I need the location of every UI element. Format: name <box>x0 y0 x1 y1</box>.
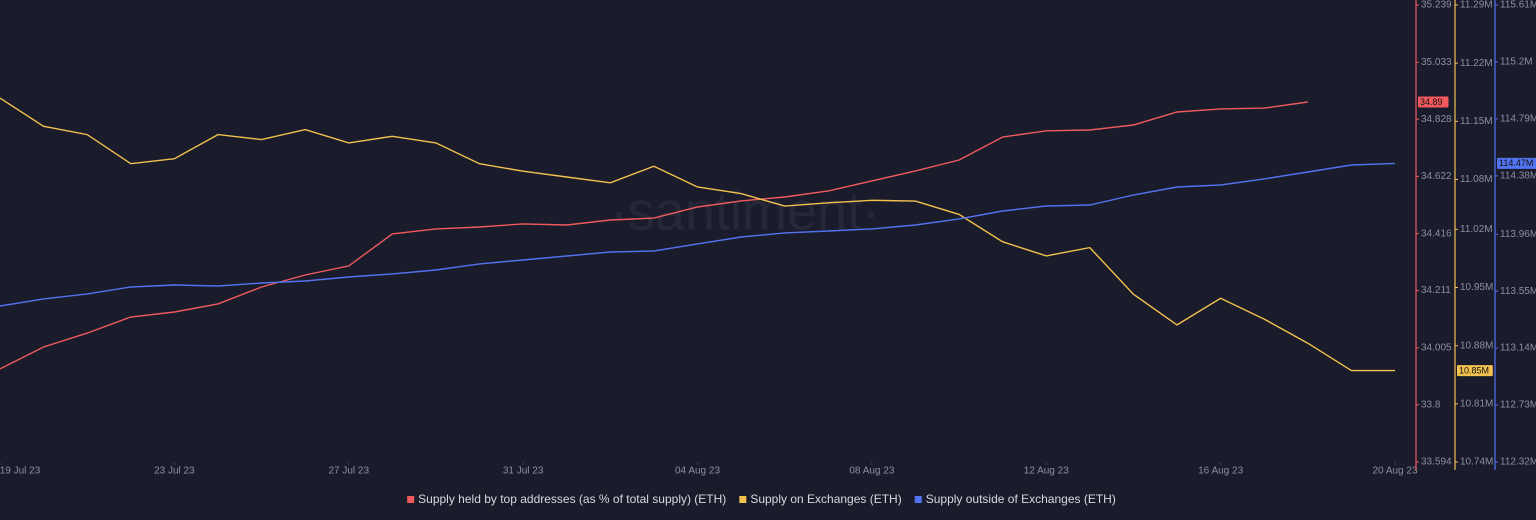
value-badge <box>1497 157 1536 169</box>
y-tick-label: 113.55M <box>1500 286 1536 297</box>
series-line <box>0 162 1396 307</box>
y-tick-label: 34.622 <box>1421 171 1452 182</box>
series-line <box>0 97 1395 372</box>
value-label: 34.89 <box>1420 97 1443 107</box>
y-tick-label: 113.14M <box>1500 343 1536 354</box>
value-label: 114.47M <box>1499 158 1533 168</box>
y-tick-label: 35.239 <box>1421 0 1452 11</box>
x-tick-label: 23 Jul 23 <box>154 466 195 477</box>
y-tick-label: 34.416 <box>1421 228 1452 239</box>
x-tick-label: 27 Jul 23 <box>328 466 369 477</box>
y-tick-label: 112.73M <box>1500 400 1536 411</box>
legend-label: Supply outside of Exchanges (ETH) <box>926 492 1116 506</box>
x-tick-label: 16 Aug 23 <box>1198 466 1243 477</box>
y-tick-label: 113.96M <box>1500 229 1536 240</box>
legend-swatch <box>914 496 922 503</box>
legend-label: Supply held by top addresses (as % of to… <box>418 492 726 506</box>
value-badge <box>1418 96 1449 108</box>
legend-label: Supply on Exchanges (ETH) <box>750 492 901 506</box>
y-tick-label: 112.32M <box>1500 457 1536 468</box>
x-tick-label: 19 Jul 23 <box>0 466 41 477</box>
y-tick-label: 34.005 <box>1421 342 1452 353</box>
y-tick-label: 34.828 <box>1421 114 1452 125</box>
y-tick-label: 11.08M <box>1460 174 1493 185</box>
y-tick-label: 10.95M <box>1460 282 1493 293</box>
y-tick-label: 33.594 <box>1421 457 1452 468</box>
y-tick-label: 115.2M <box>1500 57 1533 68</box>
x-tick-label: 31 Jul 23 <box>503 466 544 477</box>
y-tick-label: 35.033 <box>1421 57 1452 68</box>
y-tick-label: 33.8 <box>1421 399 1441 410</box>
watermark: ·santiment· <box>610 181 880 241</box>
y-tick-label: 11.29M <box>1460 0 1493 11</box>
y-tick-label: 11.15M <box>1460 116 1493 127</box>
y-tick-label: 115.61M <box>1500 0 1536 11</box>
x-tick-label: 12 Aug 23 <box>1024 466 1069 477</box>
y-tick-label: 10.81M <box>1460 398 1493 409</box>
legend-swatch <box>739 496 747 503</box>
x-tick-label: 08 Aug 23 <box>849 466 894 477</box>
x-tick-label: 20 Aug 23 <box>1372 466 1417 477</box>
y-tick-label: 114.79M <box>1500 114 1536 125</box>
series-line <box>0 101 1308 370</box>
x-tick-label: 04 Aug 23 <box>675 466 720 477</box>
y-tick-label: 10.88M <box>1460 340 1493 351</box>
y-tick-label: 10.74M <box>1460 457 1493 468</box>
y-tick-label: 34.211 <box>1421 285 1451 296</box>
y-tick-label: 11.02M <box>1460 224 1493 235</box>
y-tick-label: 114.38M <box>1500 170 1536 181</box>
y-tick-label: 11.22M <box>1460 58 1493 69</box>
legend-swatch <box>407 496 415 503</box>
value-badge <box>1457 365 1493 377</box>
value-label: 10.85M <box>1459 365 1489 375</box>
